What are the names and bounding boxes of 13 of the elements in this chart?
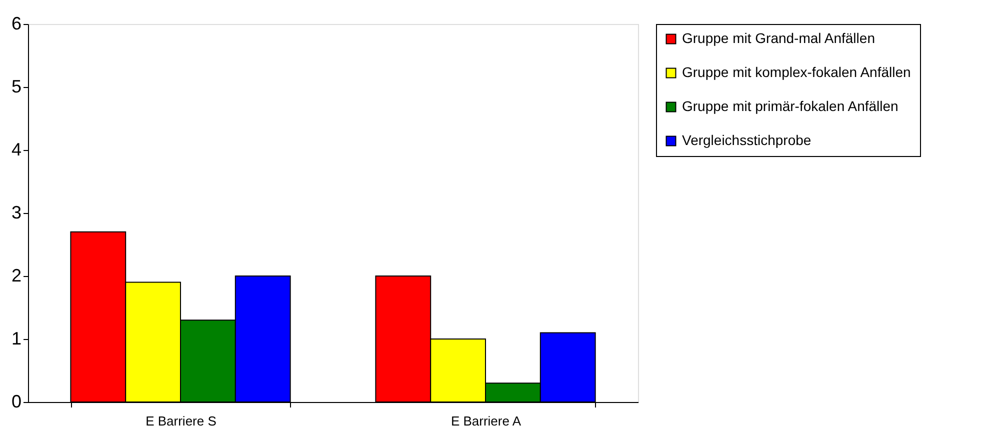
x-tick-label: E Barriere S	[146, 414, 217, 428]
legend-label: Gruppe mit primär-fokalen Anfällen	[682, 98, 898, 114]
y-tick-label: 5	[11, 76, 22, 96]
y-tick-label: 3	[11, 202, 22, 222]
legend-label: Vergleichsstichprobe	[682, 132, 812, 148]
x-tick-label: E Barriere A	[450, 414, 522, 428]
y-tick-label: 2	[11, 266, 22, 286]
y-tick-label: 0	[11, 392, 22, 412]
y-tick-label: 6	[11, 14, 22, 34]
y-tick-label: 4	[11, 140, 22, 160]
legend-label: Gruppe mit Grand-mal Anfällen	[682, 30, 875, 46]
legend-label: Gruppe mit komplex-fokalen Anfällen	[682, 64, 911, 80]
y-tick-label: 1	[11, 328, 22, 348]
